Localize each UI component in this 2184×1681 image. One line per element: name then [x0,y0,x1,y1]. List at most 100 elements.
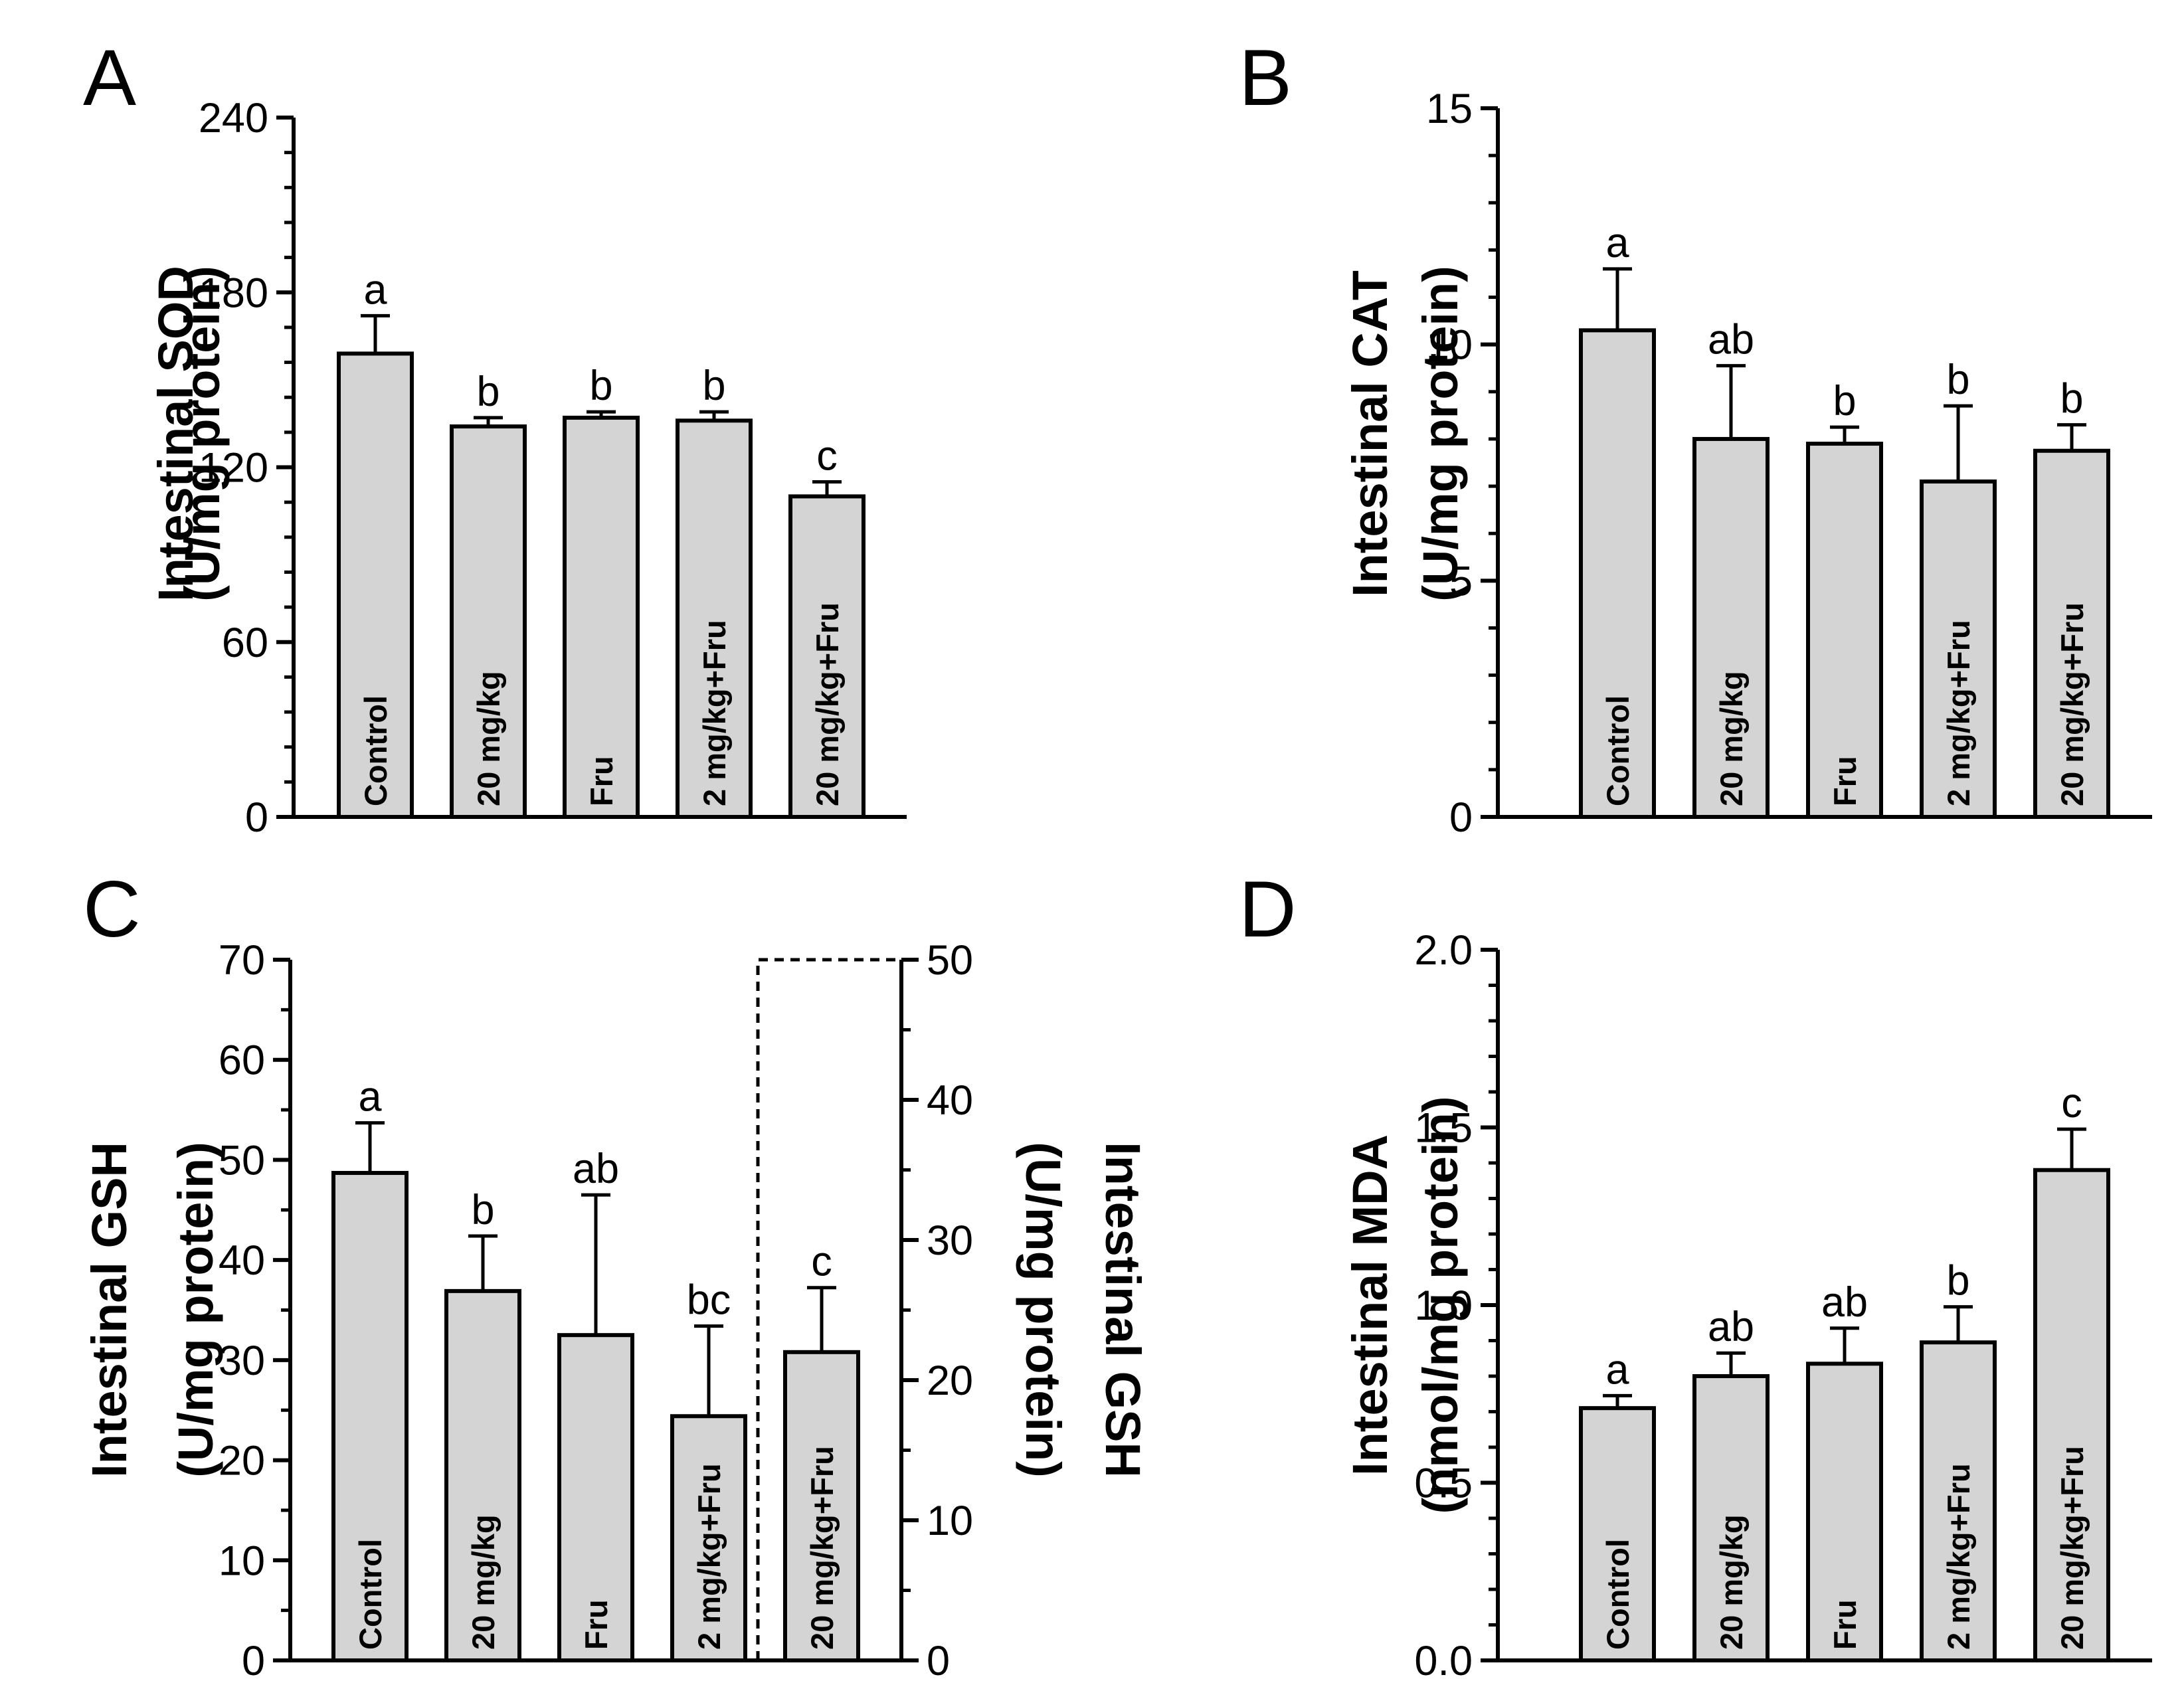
y-tick-label: 0 [242,1638,265,1681]
y-tick-label: 10 [1426,322,1473,369]
bar [676,418,753,819]
panel-letter: B [1239,33,1292,122]
category-label: 2 mg/kg+Fru [691,1463,727,1650]
y-axis-title-line2: (U/mg protein) [1413,266,1468,602]
category-label: Fru [1827,1599,1863,1650]
y-tick-label: 60 [219,1037,265,1084]
y-tick-label: 40 [219,1237,265,1284]
significance-label: bc [687,1277,731,1324]
chart-panel-c: C 0 10 20 30 40 50 60 70 Intestinal GSH (U/mg prot… [82,865,1150,1681]
bar [1692,436,1770,819]
y-axis-title-line2: (U/mg protein) [168,1142,223,1478]
bar [2033,1168,2110,1662]
bar [1920,1340,1997,1663]
chart-panel-d: D 0.0 0.5 1.0 1.5 2.0 Intestinal MDA (nmol/mg p… [1239,865,2152,1681]
bar [450,424,527,819]
significance-label: b [702,363,725,409]
category-label: 20 mg/kg [471,671,506,806]
y-tick-label: 1.0 [1414,1283,1473,1329]
bar [331,1171,409,1663]
bar [783,1350,860,1663]
y-tick-label: 2.0 [1414,927,1473,974]
y-axis-title-line1: Intestinal CAT [1342,270,1398,597]
category-label: Control [1600,1539,1635,1650]
category-label: Control [1600,695,1635,806]
category-label: 20 mg/kg [466,1514,501,1650]
significance-label: ab [1708,1304,1754,1350]
bar [1806,1362,1883,1662]
category-label: 2 mg/kg+Fru [1941,620,1976,806]
panel-letter: C [83,865,141,954]
y2-axis-title-line2: (U/mg protein) [1016,1142,1071,1478]
bar [557,1333,634,1663]
y-tick-label: 0 [245,794,268,841]
bar [1579,328,1656,819]
significance-label: b [471,1187,494,1233]
bar [444,1288,521,1662]
bar [1806,442,1883,819]
significance-label: ab [1821,1279,1868,1326]
significance-label: c [2061,1080,2082,1126]
y-axis-title: Intestinal SOD(U/mg protein) [148,266,230,602]
bar [1579,1406,1656,1662]
y-axis-title-line2: (nmol/mg protein) [1413,1097,1468,1514]
significance-label: a [1605,220,1629,266]
chart-panel-a: A 0 60 120 180 240 Intestinal SOD(U/mg protein… [83,33,907,841]
y-tick-label: 240 [199,95,268,141]
y-tick-label: 15 [1426,86,1473,132]
y-axis-title: Intestinal GSH (U/mg protein) [82,1142,223,1478]
y2-tick-label: 30 [927,1217,973,1264]
panel-letter: A [83,33,136,122]
significance-label: b [589,363,612,409]
y-tick-label: 180 [199,270,268,316]
bar [1692,1374,1770,1662]
y2-tick-label: 50 [927,937,973,984]
bar [670,1414,747,1662]
y-axis-title-line1: Intestinal GSH [82,1142,137,1478]
y-axis-title: Intestinal CAT (U/mg protein) [1342,266,1468,602]
y-tick-label: 60 [222,620,268,666]
significance-label: b [1946,1258,1969,1304]
category-label: 2 mg/kg+Fru [1941,1463,1976,1650]
bar [563,415,640,819]
panel-letter: D [1239,865,1297,954]
category-label: 20 mg/kg+Fru [804,1446,840,1650]
y-tick-label: 0.0 [1414,1638,1473,1681]
y-axis-title: Intestinal MDA (nmol/mg protein) [1342,1097,1468,1514]
significance-label: ab [1708,317,1754,363]
significance-label: b [476,369,500,415]
chart-panel-b: B 0 5 10 15 Intestinal CAT (U/mg protein) a Cont… [1239,33,2152,841]
significance-label: a [363,266,387,313]
bar [1920,479,1997,819]
category-label: Control [353,1539,388,1650]
y-axis-title-line1: Intestinal MDA [1342,1134,1398,1476]
significance-label: a [1605,1346,1629,1393]
category-label: 20 mg/kg [1714,671,1749,806]
significance-label: b [1833,378,1856,424]
category-label: 20 mg/kg [1714,1514,1749,1650]
category-label: 20 mg/kg+Fru [2054,1446,2090,1650]
y-tick-label: 10 [219,1538,265,1584]
bar [2033,448,2110,819]
y-axis-title-line1: Intestinal SOD [148,266,203,602]
bar [788,494,865,819]
significance-label: a [358,1074,382,1120]
significance-label: c [816,432,838,479]
y-tick-label: 0 [1449,794,1473,841]
y-tick-label: 30 [219,1338,265,1384]
significance-label: b [2060,376,2083,422]
y-tick-label: 0.5 [1414,1460,1473,1507]
category-label: 20 mg/kg+Fru [810,602,845,806]
y2-tick-label: 20 [927,1358,973,1404]
y2-axis-title-line1: Intestinal GSH [1095,1142,1150,1478]
y-tick-label: 70 [219,937,265,984]
y2-tick-label: 40 [927,1077,973,1124]
significance-label: b [1946,357,1969,403]
category-label: Fru [1827,756,1863,806]
y-axis-title-line2: (U/mg protein) [175,266,230,602]
category-label: Fru [579,1599,614,1650]
category-label: Fru [584,756,619,806]
y-tick-label: 120 [199,445,268,491]
category-label: Control [358,695,393,806]
